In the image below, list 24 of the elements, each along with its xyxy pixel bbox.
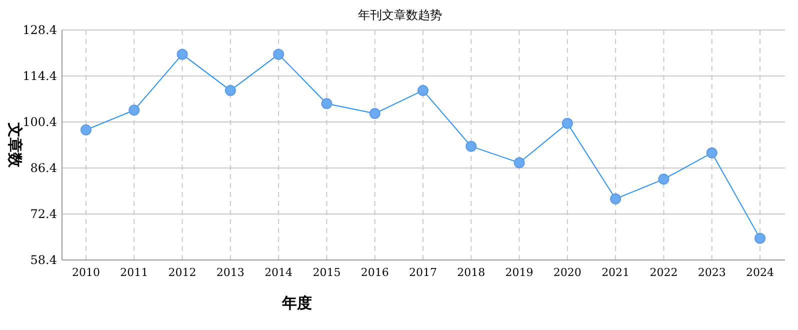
x-tick-label: 2024 bbox=[746, 266, 774, 279]
x-tick-label: 2020 bbox=[553, 266, 582, 279]
x-tick-label: 2022 bbox=[650, 266, 678, 279]
y-tick-label: 86.4 bbox=[30, 161, 58, 175]
y-tick-label: 58.4 bbox=[30, 253, 58, 267]
x-tick-label: 2012 bbox=[168, 266, 196, 279]
x-tick-label: 2021 bbox=[602, 266, 630, 279]
x-tick-label: 2016 bbox=[360, 266, 389, 279]
x-tick-label: 2010 bbox=[72, 266, 100, 279]
x-axis-title: 年度 bbox=[281, 294, 312, 312]
y-tick-label: 114.4 bbox=[22, 69, 58, 83]
x-tick-label: 2019 bbox=[505, 266, 534, 279]
x-tick-label: 2014 bbox=[264, 266, 293, 279]
x-tick-label: 2011 bbox=[120, 266, 148, 279]
x-tick-label: 2017 bbox=[409, 266, 437, 279]
y-tick-label: 128.4 bbox=[22, 23, 58, 37]
x-tick-label: 2015 bbox=[312, 266, 341, 279]
y-tick-label: 72.4 bbox=[30, 207, 58, 221]
x-tick-label: 2023 bbox=[698, 266, 726, 279]
y-axis-title: 文章数 bbox=[6, 122, 24, 168]
x-tick-label: 2013 bbox=[216, 266, 244, 279]
x-tick-label: 2018 bbox=[457, 266, 486, 279]
chart-title: 年刊文章数趋势 bbox=[358, 8, 442, 22]
y-tick-label: 100.4 bbox=[22, 115, 58, 129]
